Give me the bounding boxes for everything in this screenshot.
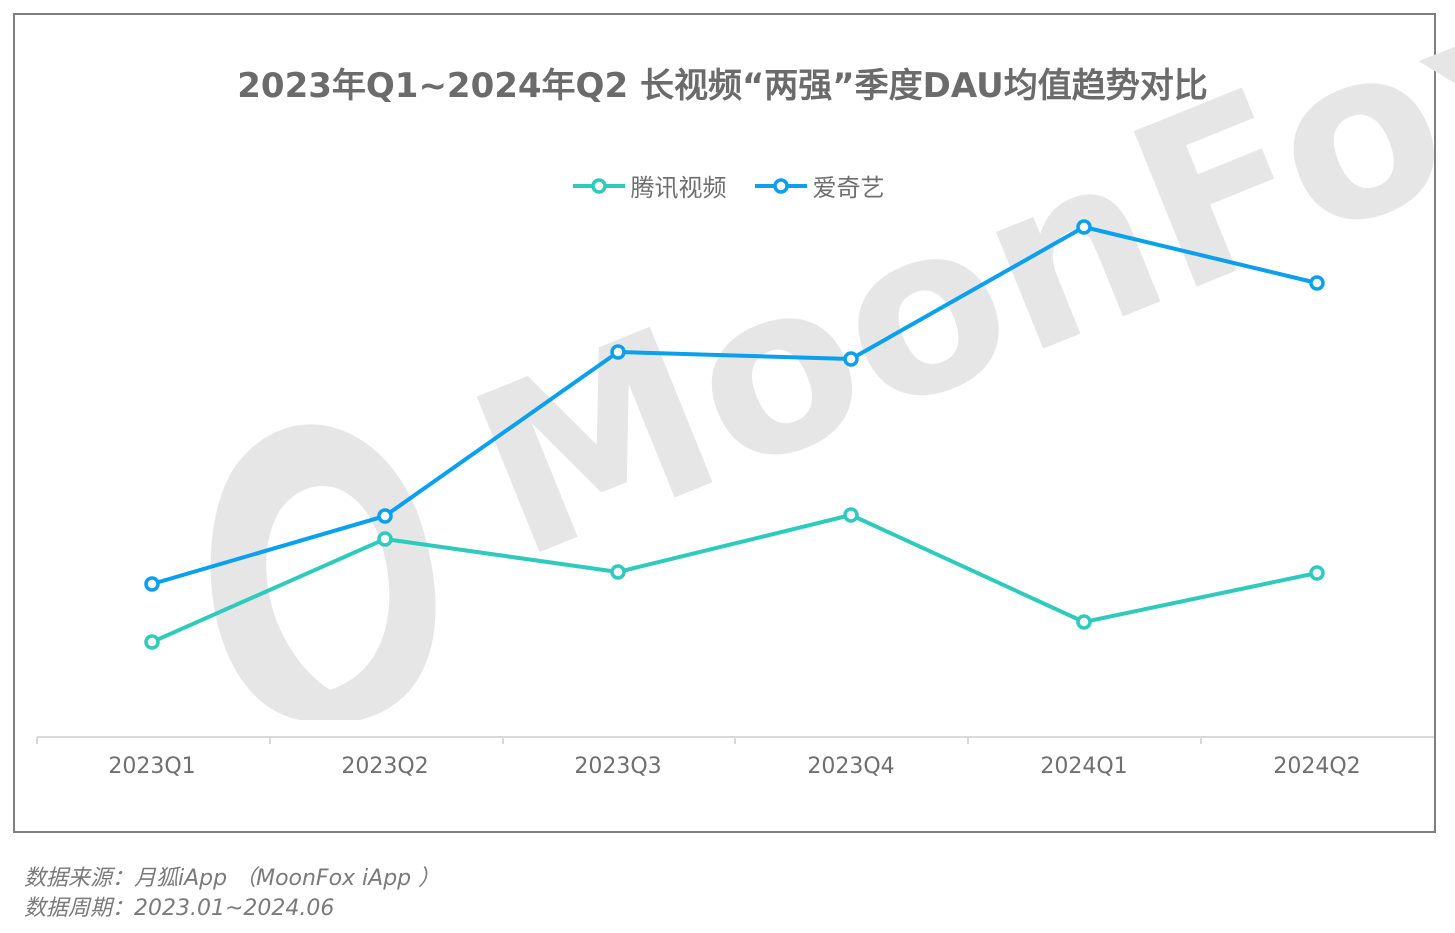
data-point-marker[interactable]: [1309, 275, 1325, 291]
data-point-marker[interactable]: [843, 507, 859, 523]
legend-label: 腾讯视频: [630, 174, 727, 202]
legend-line-marker-icon: [572, 177, 625, 194]
legend-item-tencent[interactable]: 腾讯视频: [571, 168, 727, 203]
chart-title: 2023年Q1~2024年Q2 长视频“两强”季度DAU均值趋势对比: [237, 66, 1208, 106]
data-point-marker[interactable]: [1309, 565, 1325, 581]
x-tick-label: 2024Q1: [1040, 754, 1128, 779]
legend-item-iqiyi[interactable]: 爱奇艺: [753, 168, 885, 203]
data-point-marker[interactable]: [843, 351, 859, 367]
data-point-marker[interactable]: [377, 531, 393, 547]
series-腾讯视频: [144, 507, 1325, 650]
x-tick-label: 2023Q3: [574, 754, 662, 779]
data-point-marker[interactable]: [144, 634, 160, 650]
data-point-marker[interactable]: [610, 344, 626, 360]
data-source-note: 数据来源：月狐iApp （MoonFox iApp ）: [24, 866, 441, 891]
chart-legend: 腾讯视频 爱奇艺: [0, 168, 1455, 203]
data-point-marker[interactable]: [1076, 614, 1092, 630]
chart-frame: [13, 13, 1436, 833]
x-tick-label: 2023Q4: [807, 754, 895, 779]
data-point-marker[interactable]: [610, 564, 626, 580]
x-axis: [36, 736, 1434, 744]
series-layer: [144, 219, 1325, 650]
data-point-marker[interactable]: [1076, 219, 1092, 235]
x-tick-label: 2024Q2: [1273, 754, 1361, 779]
data-point-marker[interactable]: [144, 576, 160, 592]
legend-line-marker-icon: [754, 177, 807, 194]
data-point-marker[interactable]: [377, 508, 393, 524]
data-period-note: 数据周期：2023.01~2024.06: [24, 896, 335, 921]
x-tick-label: 2023Q2: [341, 754, 429, 779]
x-tick-label: 2023Q1: [108, 754, 196, 779]
legend-label: 爱奇艺: [812, 174, 885, 202]
series-爱奇艺: [144, 219, 1325, 592]
